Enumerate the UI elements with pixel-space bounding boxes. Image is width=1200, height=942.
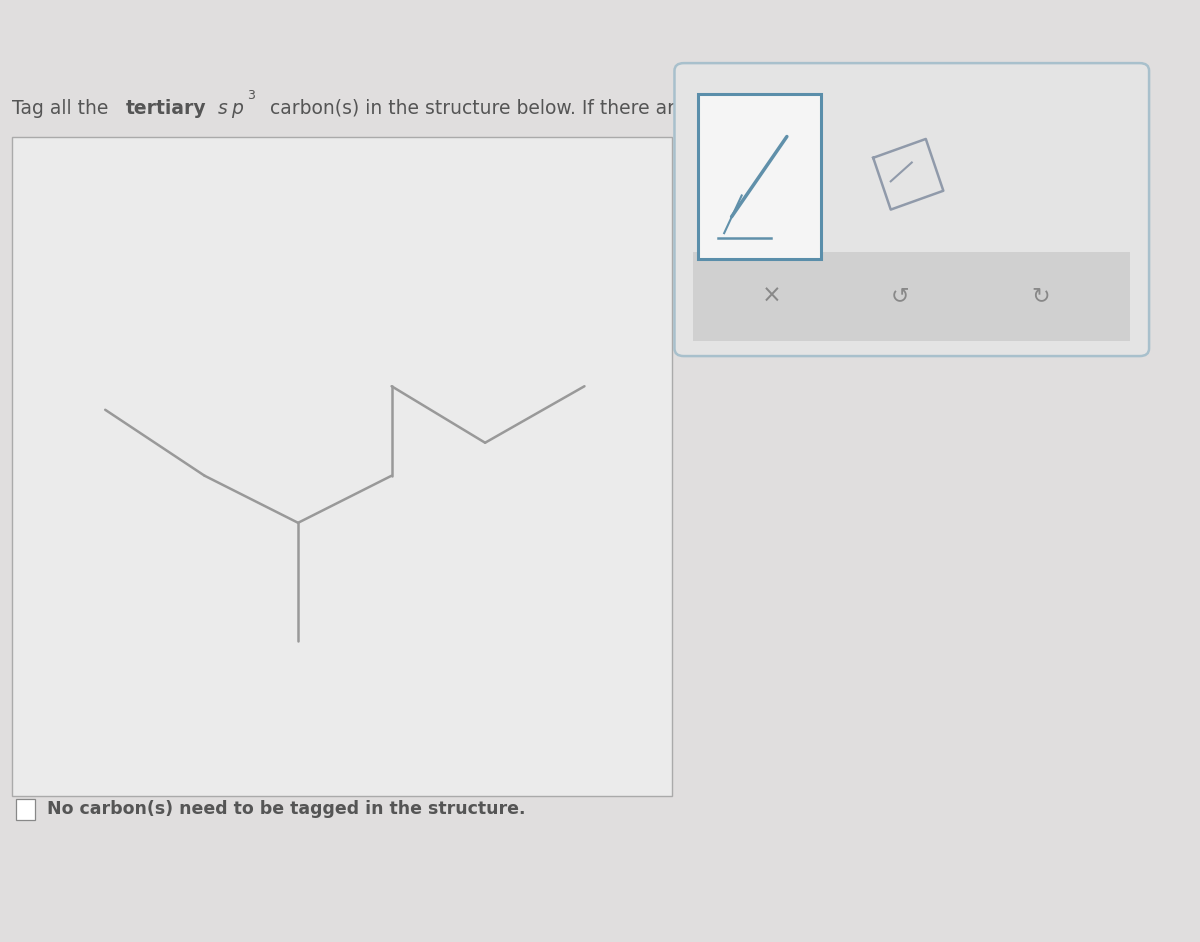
Bar: [12, 137, 672, 796]
FancyBboxPatch shape: [674, 63, 1150, 356]
Bar: [698, 94, 821, 259]
Text: tertiary: tertiary: [126, 99, 206, 118]
Text: ×: ×: [762, 284, 781, 308]
Text: p: p: [232, 99, 244, 118]
Text: carbon(s) in the structure below. If there are none, please check the box below.: carbon(s) in the structure below. If the…: [264, 99, 1015, 118]
Text: s: s: [211, 99, 227, 118]
Bar: [17, 799, 35, 820]
Bar: [694, 252, 1130, 341]
Text: 3: 3: [247, 89, 254, 103]
Text: Tag all the: Tag all the: [12, 99, 114, 118]
Text: ↻: ↻: [1031, 286, 1050, 306]
Text: No carbon(s) need to be tagged in the structure.: No carbon(s) need to be tagged in the st…: [47, 800, 526, 819]
Text: ↺: ↺: [890, 286, 910, 306]
